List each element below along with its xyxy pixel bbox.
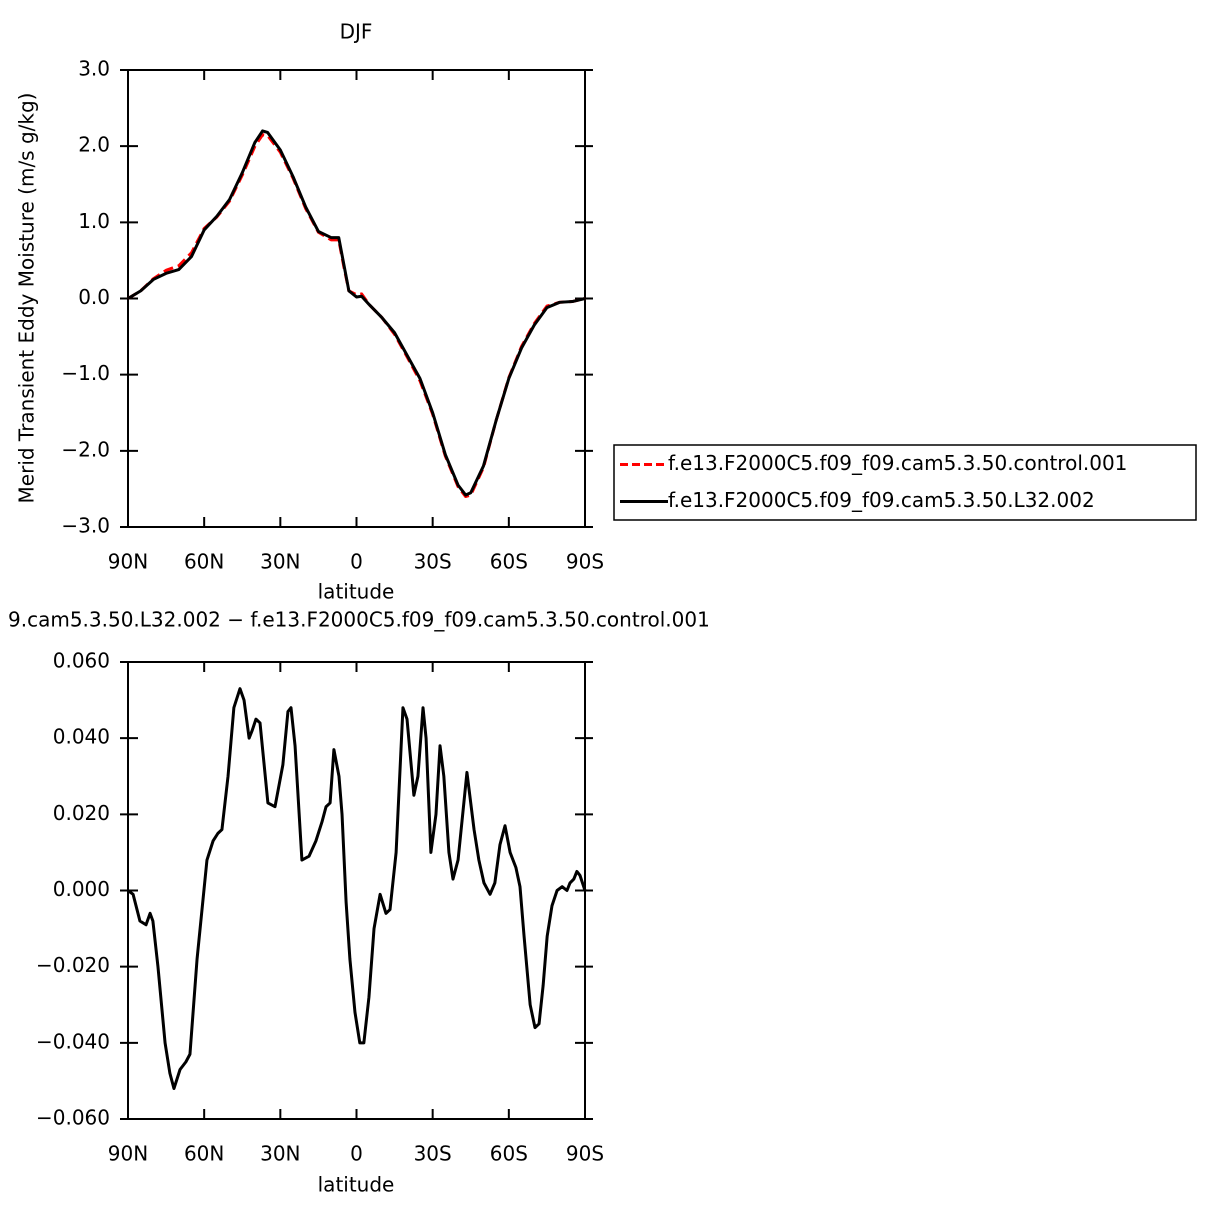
- y-tick-label: 3.0: [78, 57, 110, 81]
- plot-frame: [127, 661, 586, 1120]
- y-tick-label: −0.040: [36, 1029, 110, 1053]
- y-tick-label: 0.060: [53, 649, 110, 673]
- x-tick-label: 0: [350, 1142, 363, 1166]
- y-axis-label: Merid Transient Eddy Moisture (m/s g/kg): [15, 93, 39, 504]
- y-tick-label: 0.0: [78, 285, 110, 309]
- x-tick-label: 30N: [260, 1142, 300, 1166]
- legend-box: [613, 444, 1197, 521]
- x-tick-label: 60N: [184, 550, 224, 574]
- x-axis-label: latitude: [318, 580, 395, 604]
- x-tick-label: 30S: [414, 1142, 452, 1166]
- y-tick-label: −0.060: [36, 1106, 110, 1130]
- x-tick-label: 30N: [260, 550, 300, 574]
- plot-frame: [127, 69, 586, 528]
- legend-label: f.e13.F2000C5.f09_f09.cam5.3.50.L32.002: [668, 488, 1095, 512]
- y-tick-label: −2.0: [61, 437, 110, 461]
- y-tick-label: −3.0: [61, 514, 110, 538]
- data-line: [127, 133, 586, 499]
- y-tick-label: 0.040: [53, 725, 110, 749]
- y-tick-label: 0.000: [53, 877, 110, 901]
- chart-title: 9.cam5.3.50.L32.002 − f.e13.F2000C5.f09_…: [8, 608, 710, 632]
- x-tick-label: 30S: [414, 550, 452, 574]
- legend-label: f.e13.F2000C5.f09_f09.cam5.3.50.control.…: [668, 451, 1127, 475]
- x-axis-label: latitude: [318, 1173, 395, 1197]
- data-line: [127, 687, 587, 1091]
- x-tick-label: 60N: [184, 1142, 224, 1166]
- x-tick-label: 90S: [566, 550, 604, 574]
- x-tick-label: 90S: [566, 1142, 604, 1166]
- y-tick-label: 2.0: [78, 133, 110, 157]
- x-tick-label: 60S: [490, 1142, 528, 1166]
- x-tick-label: 90N: [108, 1142, 148, 1166]
- y-tick-label: −1.0: [61, 361, 110, 385]
- x-tick-label: 90N: [108, 550, 148, 574]
- y-tick-label: −0.020: [36, 953, 110, 977]
- x-tick-label: 60S: [490, 550, 528, 574]
- y-tick-label: 1.0: [78, 209, 110, 233]
- chart-title: DJF: [340, 20, 373, 44]
- data-line: [127, 129, 586, 497]
- x-tick-label: 0: [350, 550, 363, 574]
- y-tick-label: 0.020: [53, 801, 110, 825]
